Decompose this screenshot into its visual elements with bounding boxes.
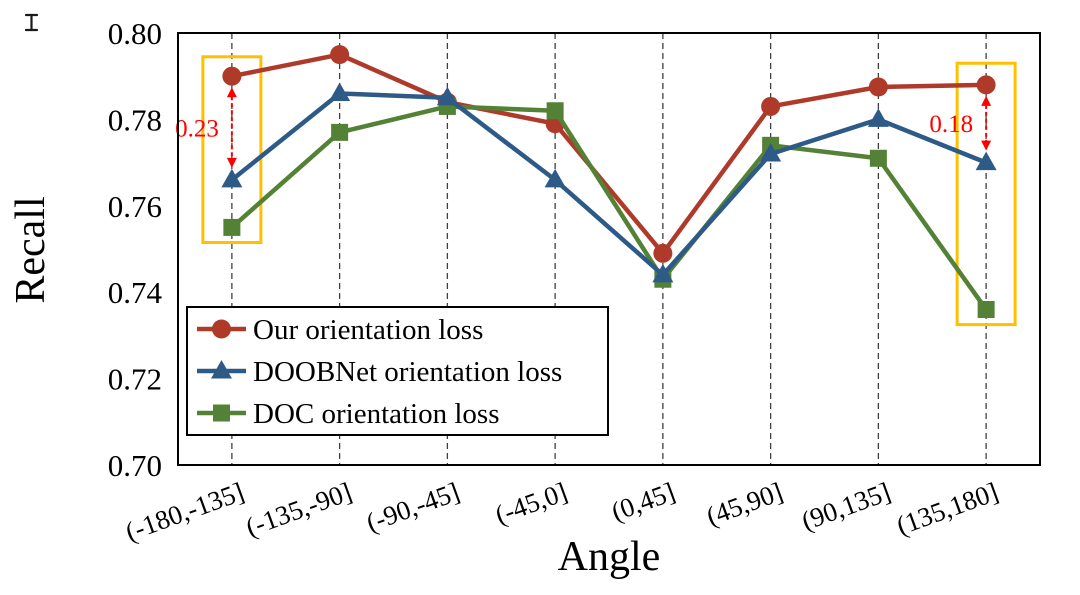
x-tick-label: (135,180] [893,476,1003,540]
legend-label: DOC orientation loss [253,398,500,430]
circle-marker [330,45,350,65]
square-marker [869,149,887,167]
legend-box [186,306,609,436]
x-tick-label: (-135,-90] [242,476,356,542]
legend-label: DOOBNet orientation loss [253,356,562,388]
square-marker [223,218,241,236]
series-line [230,91,987,278]
y-tick-label: 0.70 [108,448,162,483]
arrowhead-down [981,140,992,151]
arrowhead-up [981,95,992,106]
legend: Our orientation loss DOOBNet orientation … [186,306,609,436]
arrowhead-down [226,157,237,168]
highlight-box [201,55,263,245]
y-tick-label: 0.78 [108,102,162,137]
gap-annotation: 0.18 [929,95,992,151]
y-tick-label: 0.72 [108,362,162,397]
legend-entry: Our orientation loss [197,314,483,346]
x-tick-label: (0,45] [607,476,679,527]
circle-marker [222,66,242,86]
triangle-marker [760,142,782,162]
highlight-box [955,61,1017,327]
annotation-label: 0.23 [175,116,219,143]
y-tick-label: 0.76 [108,189,162,224]
triangle-marker [329,82,351,101]
y-tick-label: 0.74 [108,275,163,310]
series-line [230,104,988,311]
square-marker [977,300,995,318]
x-tick-label: (90,135] [797,476,894,536]
triangle-marker [436,86,458,106]
x-tick-label: (-45,0] [491,476,571,530]
circle-marker [976,75,996,95]
square-marker [331,123,349,141]
y-tick-label: 0.80 [108,16,162,51]
triangle-marker [975,151,997,171]
gap-annotation: 0.23 [175,87,237,168]
circle-marker [212,319,231,339]
series-line [231,52,987,256]
square-marker [546,102,564,120]
x-tick-label: (-180,-135] [121,476,248,547]
x-tick-label: (45,90] [702,476,786,531]
square-marker [213,404,230,422]
error-bar-icon [24,13,39,32]
annotation-label: 0.18 [929,111,973,138]
circle-marker [653,243,673,263]
legend-label: Our orientation loss [253,314,483,346]
circle-marker [868,77,888,97]
y-axis-title: Recall [8,196,54,303]
triangle-marker [221,168,243,188]
x-tick-label: (-90,-45] [362,476,463,537]
triangle-marker [544,168,566,188]
plot-border [177,32,1041,466]
legend-entry: DOOBNet orientation loss [197,356,562,388]
circle-marker [761,96,781,116]
x-axis-title: Angle [558,534,661,580]
series-square [223,97,995,318]
triangle-marker [867,108,889,127]
series-circle [222,45,996,263]
arrowhead-up [226,87,237,98]
series-triangle [221,82,997,283]
plot-area: 0.70 0.72 0.74 0.76 0.78 0.80 (-180,-135](-135… [108,16,1041,547]
triangle-marker [211,360,232,379]
triangle-marker [652,263,674,283]
legend-entry: DOC orientation loss [197,398,500,430]
